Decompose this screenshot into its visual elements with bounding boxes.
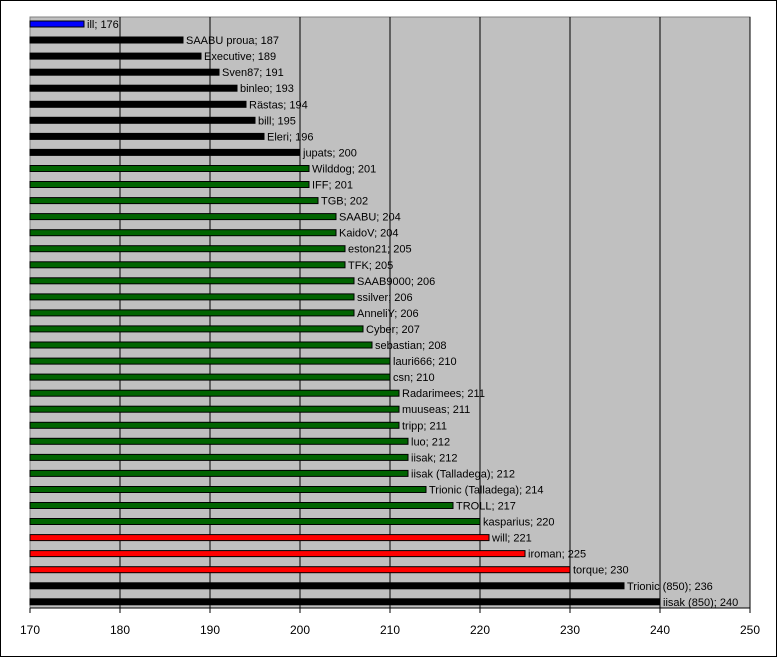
bar [29, 100, 247, 108]
bar [29, 518, 481, 525]
bar-label: Sven87; 191 [222, 67, 284, 79]
bar-label: Rästas; 194 [249, 99, 308, 111]
bar [29, 357, 391, 365]
bar [29, 229, 337, 237]
bar-label: Executive; 189 [204, 51, 276, 63]
bar [29, 132, 265, 140]
bar [29, 421, 400, 429]
bar-label: SAABU proua; 187 [186, 35, 279, 47]
bar-label: Radarimees; 211 [402, 388, 485, 400]
bar [29, 245, 346, 253]
bar [29, 502, 454, 509]
tick-label: 210 [380, 623, 400, 637]
bar [29, 52, 202, 60]
bar-label: iisak (850); 240 [663, 597, 738, 609]
bar [29, 341, 373, 349]
tick-label: 230 [560, 623, 580, 637]
bar-label: csn; 210 [393, 372, 435, 384]
bar [29, 309, 355, 317]
tick-label: 250 [740, 623, 760, 637]
bar [29, 197, 319, 205]
grid-lines [119, 17, 751, 608]
bar [29, 325, 364, 333]
tick-label: 180 [110, 623, 130, 637]
bar [29, 534, 490, 542]
bar [29, 469, 409, 477]
bar [29, 20, 85, 28]
bar-label: binleo; 193 [240, 83, 294, 95]
bar [29, 373, 391, 381]
bar-label: jupats; 200 [302, 147, 357, 159]
bar [29, 84, 238, 92]
bar-label: iisak; 212 [411, 452, 457, 464]
tick-label: 240 [650, 623, 670, 637]
bar [29, 68, 220, 76]
bar [29, 437, 409, 445]
bar-label: Wilddog; 201 [312, 164, 376, 176]
bar-label: SAABU; 204 [339, 212, 401, 224]
bar [29, 213, 337, 221]
x-axis-ticks: 170 180 190 200 210 220 230 240 250 [20, 608, 760, 637]
bar-label: ill; 176 [87, 19, 119, 31]
bar [29, 486, 427, 493]
bar [29, 550, 526, 558]
bar [29, 277, 355, 285]
bar-label: tripp; 211 [402, 420, 447, 432]
bars [29, 20, 661, 606]
bar-label: lauri666; 210 [393, 356, 457, 368]
bar [29, 453, 409, 461]
bar-label: Cyber; 207 [366, 324, 420, 336]
bar-label: will; 221 [491, 533, 532, 545]
bar-label: TFK; 205 [348, 260, 393, 272]
bar-label: luo; 212 [411, 436, 450, 448]
bar-label: iroman; 225 [528, 549, 586, 561]
bar [29, 148, 301, 156]
bar-label: Trionic (850); 236 [627, 581, 713, 593]
bar-label: eston21; 205 [348, 244, 412, 256]
bar [29, 405, 400, 413]
bar-label: TROLL; 217 [456, 501, 516, 513]
bar-label: SAAB9000; 206 [357, 276, 435, 288]
bar-label: bill; 195 [258, 115, 296, 127]
bar-label: IFF; 201 [312, 180, 353, 192]
tick-label: 220 [470, 623, 490, 637]
bar [29, 165, 310, 172]
bar-label: Trionic (Talladega); 214 [429, 485, 544, 497]
bar-label: muuseas; 211 [402, 404, 470, 416]
bar [29, 293, 355, 301]
tick-label: 200 [290, 623, 310, 637]
bar-label: ssilver; 206 [357, 292, 413, 304]
bar-labels: ill; 176 SAABU proua; 187 Executive; 189 Sv… [87, 19, 738, 609]
bar [29, 116, 256, 124]
bar-label: Eleri; 196 [267, 131, 313, 143]
bar [29, 582, 625, 590]
bar [29, 566, 571, 574]
bar [29, 598, 661, 606]
tick-label: 170 [20, 623, 40, 637]
bar [29, 389, 400, 397]
bar [29, 181, 310, 188]
bar-label: torque; 230 [573, 565, 629, 577]
bar-label: AnneliY; 206 [357, 308, 419, 320]
bar-label: sebastian; 208 [375, 340, 447, 352]
bar [29, 261, 346, 269]
bar-label: TGB; 202 [321, 196, 368, 208]
bar-label: kasparius; 220 [483, 517, 555, 529]
tick-label: 190 [200, 623, 220, 637]
bar-label: iisak (Talladega); 212 [411, 468, 515, 480]
bar-label: KaidoV; 204 [339, 228, 399, 240]
bar [29, 36, 184, 44]
